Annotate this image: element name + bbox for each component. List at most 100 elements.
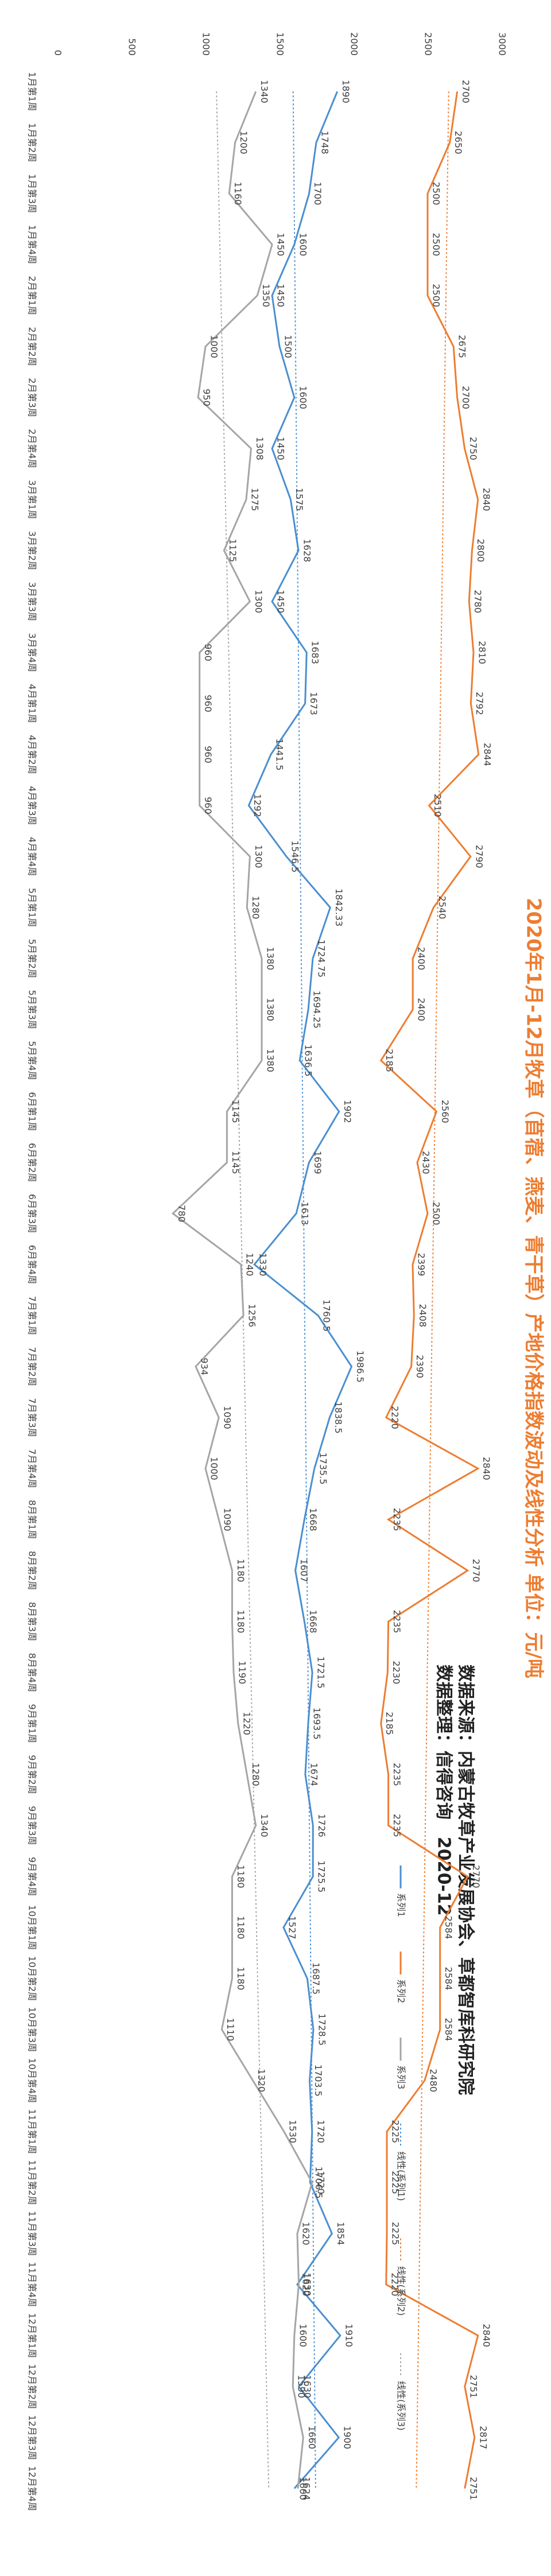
x-tick-label: 2月第3周 [27,378,38,417]
legend-label: 系列1 [396,1893,407,1917]
data-label: 2751 [468,2375,479,2399]
data-label: 2235 [391,1508,402,1531]
data-label: 1450 [276,233,286,257]
x-tick-label: 10月第1周 [27,1905,38,1950]
data-label: 934 [199,1358,209,1376]
x-tick-label: 11月第4周 [27,2262,38,2307]
data-label: 1190 [237,1661,248,1685]
data-label: 2220 [389,1406,400,1429]
data-label: 1600 [297,2324,308,2348]
data-label: 1900 [342,2426,353,2449]
data-label: 1668 [308,1610,319,1634]
x-tick-label: 6月第2周 [27,1143,38,1182]
data-label: 1220 [241,1712,252,1735]
data-label: 1838.5 [333,1402,344,1434]
data-label: 1180 [235,1610,246,1634]
legend-label: 线性(系列1) [396,2151,407,2201]
chart-title: 2020年1月-12月牧草（苜蓿、燕麦、青干草）产地价格指数波动及线性分析 单位… [522,898,545,1678]
data-label: 2792 [474,692,485,715]
data-label: 1986.5 [355,1351,366,1383]
data-label: 1000 [209,335,220,358]
data-label: 1275 [249,488,260,511]
data-label: 960 [203,644,214,662]
data-label: 1180 [235,1865,246,1888]
x-tick-label: 4月第4周 [27,837,38,876]
data-label: 960 [203,746,214,763]
data-label: 2560 [440,1100,451,1123]
data-label: 2230 [391,1661,402,1685]
y-tick-label: 0 [53,50,64,56]
data-label: 1330 [258,1253,269,1277]
data-label: 1090 [222,1508,233,1531]
x-tick-label: 8月第2周 [27,1551,38,1590]
data-label: 2810 [476,641,487,664]
data-label: 2584 [443,2018,454,2042]
data-label: 2800 [475,539,486,562]
x-tick-label: 9月第1周 [27,1704,38,1743]
data-label: 1694.25 [312,991,323,1029]
legend-label: 线性(系列3) [396,2381,407,2431]
trend-line [292,91,316,2489]
data-label: 2430 [420,1151,431,1174]
rotated-chart: 2020年1月-12月牧草（苜蓿、燕麦、青干草）产地价格指数波动及线性分析 单位… [27,32,545,2511]
data-label: 1724.75 [316,940,327,977]
data-label: 1620 [300,2273,311,2296]
data-label: 1380 [265,947,276,971]
data-label: 1500 [283,335,294,358]
data-label: 1145 [230,1151,241,1174]
x-tick-label: 10月第4周 [27,2058,38,2103]
data-label: 1180 [235,1967,246,1991]
data-label: 2584 [443,1916,454,1939]
data-label: 1600 [297,386,308,409]
data-label: 2840 [481,1457,492,1480]
x-tick-label: 8月第3周 [27,1602,38,1641]
data-label: 2225 [390,2171,401,2194]
data-label: 1292 [252,794,263,817]
data-label: 1728.5 [316,2014,327,2046]
x-tick-label: 6月第4周 [27,1245,38,1284]
x-tick-label: 2月第1周 [27,276,38,315]
x-tick-label: 11月第2周 [27,2160,38,2205]
data-label: 2751 [468,2477,479,2500]
x-tick-label: 9月第3周 [27,1806,38,1845]
data-label: 1636.5 [303,1045,314,1077]
data-label: 2235 [391,1814,402,1837]
x-tick-label: 3月第1周 [27,480,38,519]
data-label: 1700 [312,182,323,205]
data-label: 2400 [416,998,427,1021]
data-label: 1160 [232,182,243,205]
source-line: 数据整理：信得咨询 2020-12 [434,1665,454,1916]
data-label: 2500 [431,182,442,205]
data-label: 2500 [431,284,442,307]
y-tick-label: 2500 [423,32,434,56]
x-tick-label: 10月第3周 [27,2007,38,2053]
data-label: 1890 [340,80,351,103]
x-tick-label: 7月第4周 [27,1449,38,1488]
data-label: 1910 [343,2324,354,2348]
data-label: 2780 [472,590,483,614]
data-label: 1340 [259,1814,270,1837]
x-tick-label: 10月第2周 [27,1956,38,2001]
x-tick-label: 4月第2周 [27,735,38,774]
data-label: 2220 [389,2273,400,2296]
y-tick-label: 2000 [349,32,360,56]
data-label: 1760.5 [321,1299,332,1332]
data-label: 1320 [256,2069,267,2092]
series-line [379,91,480,2489]
data-label: 960 [203,797,214,814]
data-label: 2540 [437,896,448,920]
data-label: 1450 [276,590,286,614]
data-label: 1706.5 [313,2166,324,2198]
data-label: 1735.5 [317,1452,328,1484]
data-label: 1090 [222,1406,233,1429]
data-label: 1340 [259,80,270,103]
data-label: 1546.5 [289,840,300,872]
data-label: 2235 [391,1610,402,1634]
trend-line [416,91,449,2489]
data-label: 1630 [302,2375,313,2399]
data-label: 1842.33 [333,889,344,926]
data-label: 1683 [310,641,321,664]
data-label: 2185 [384,1049,395,1072]
data-label: 960 [203,695,214,712]
